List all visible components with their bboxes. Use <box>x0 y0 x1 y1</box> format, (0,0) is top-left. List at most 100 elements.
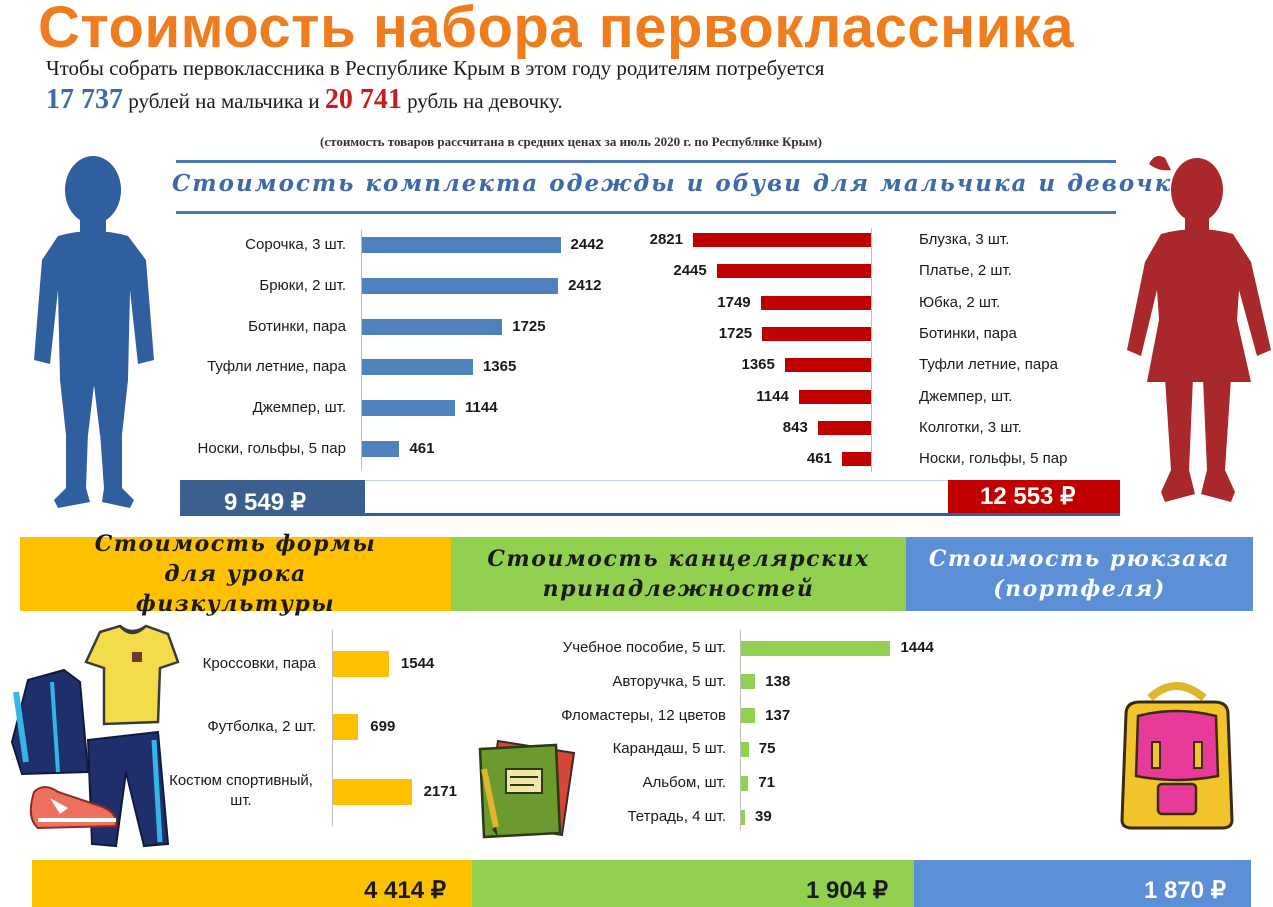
backpack-band: Стоимость рюкзака (портфеля) <box>906 537 1253 611</box>
boy-value-label: 1725 <box>512 317 546 335</box>
boy-value-label: 1365 <box>482 358 517 376</box>
girl-value-label: 843 <box>782 418 808 436</box>
boy-category-label: Сорочка, 3 шт. <box>245 236 346 253</box>
sport-clothes-icon <box>10 624 180 848</box>
notebook-icon <box>478 739 576 839</box>
boy-value-label: 2412 <box>568 276 602 294</box>
girl-bar <box>841 452 871 467</box>
pe-band: Стоимость формы для урока физкультуры <box>20 531 451 617</box>
girl-total-value: 20 741 <box>324 84 402 115</box>
stationery-bar <box>741 708 756 724</box>
intro-end: рубль на девочку. <box>401 89 563 113</box>
intro-totals: 17 737 рублей на мальчика и 20 741 рубль… <box>46 84 563 116</box>
girl-category-label: Юбка, 2 шт. <box>919 293 1001 311</box>
girl-value-label: 1365 <box>741 356 775 374</box>
girl-bar <box>784 358 871 373</box>
stationery-band: Стоимость канцелярских принадлежностей <box>451 537 906 611</box>
boy-bar <box>362 237 561 253</box>
girl-category-label: Джемпер, шт. <box>919 387 1013 405</box>
girl-category-label: Ботинки, пара <box>919 324 1017 342</box>
stationery-category-label: Фломастеры, 12 цветов <box>561 706 726 724</box>
girl-value-label: 1749 <box>717 293 751 311</box>
girl-category-label: Туфли летние, пара <box>919 356 1058 374</box>
stationery-value-label: 39 <box>755 808 772 825</box>
pe-category-label: Футболка, 2 шт. <box>207 718 316 735</box>
stationery-value-label: 137 <box>765 706 791 724</box>
stationery-bar <box>741 640 891 656</box>
stationery-bar <box>741 809 746 825</box>
pe-value-label: 1544 <box>400 655 435 672</box>
girl-chart-axis <box>871 228 872 472</box>
backpack-band-title: Стоимость рюкзака (портфеля) <box>928 546 1231 602</box>
stationery-value-label: 71 <box>758 774 776 792</box>
pe-band-title: Стоимость формы для урока физкультуры <box>94 531 377 617</box>
girl-clothes-total: 12 553 ₽ <box>980 483 1076 510</box>
girl-total-box <box>948 480 1120 516</box>
boy-category-label: Джемпер, шт. <box>252 399 346 417</box>
girl-category-label: Платье, 2 шт. <box>919 262 1012 280</box>
stationery-value-label: 75 <box>758 740 776 758</box>
stationery-band-title: Стоимость канцелярских принадлежностей <box>487 546 870 602</box>
boy-bar <box>362 277 559 294</box>
divider-bottom <box>176 211 1116 214</box>
pe-chart-axis <box>332 630 333 826</box>
girl-value-label: 1725 <box>718 324 753 342</box>
girl-bar <box>798 389 871 404</box>
girl-value-label: 2445 <box>673 262 707 280</box>
stationery-total: 1 904 ₽ <box>806 877 888 904</box>
clothes-section-title: Стоимость комплекта одежды и обуви для м… <box>172 170 1191 197</box>
pe-value-label: 699 <box>370 718 396 735</box>
stationery-category-label: Альбом, шт. <box>642 774 726 792</box>
stationery-bar <box>741 741 749 757</box>
girl-bar <box>716 264 871 279</box>
boy-category-label: Носки, гольфы, 5 пар <box>197 440 346 457</box>
pe-total-box <box>32 860 472 907</box>
girl-value-label: 461 <box>806 450 832 468</box>
stationery-category-label: Карандаш, 5 шт. <box>612 740 726 758</box>
backpack-total-box <box>914 860 1251 907</box>
pe-value-label: 2171 <box>423 783 457 800</box>
pe-total: 4 414 ₽ <box>364 877 446 904</box>
boy-bar <box>362 318 503 335</box>
boy-silhouette-icon <box>34 156 154 508</box>
backpack-icon <box>1120 682 1234 830</box>
boy-category-label: Туфли летние, пара <box>207 358 346 376</box>
price-note: (стоимость товаров рассчитана в средних … <box>320 134 822 149</box>
stationery-value-label: 138 <box>765 672 791 690</box>
boy-chart-axis <box>361 230 362 470</box>
girl-value-label: 2821 <box>649 231 683 248</box>
stationery-chart-axis <box>740 630 741 830</box>
divider-top <box>176 160 1116 163</box>
stationery-total-box <box>472 860 914 907</box>
intro-text: Чтобы собрать первоклассника в Республик… <box>46 56 825 80</box>
girl-silhouette-icon <box>1127 156 1271 502</box>
stationery-category-label: Авторучка, 5 шт. <box>612 672 726 690</box>
pe-bar <box>333 714 359 740</box>
boy-total-box <box>180 480 365 516</box>
boy-value-label: 1144 <box>465 399 498 417</box>
stationery-bar <box>741 775 749 791</box>
intro-mid: рублей на мальчика и <box>123 89 325 113</box>
girl-bar <box>817 420 871 435</box>
boy-total-value: 17 737 <box>46 84 123 115</box>
boy-bar <box>362 400 455 417</box>
stationery-category-label: Тетрадь, 4 шт. <box>627 808 726 825</box>
girl-bar <box>762 326 871 341</box>
girl-bar <box>692 233 871 247</box>
girl-value-label: 1144 <box>756 387 789 405</box>
girl-category-label: Блузка, 3 шт. <box>919 231 1010 248</box>
boy-value-label: 2442 <box>570 236 604 253</box>
boy-bar <box>362 359 473 376</box>
stationery-category-label: Учебное пособие, 5 шт. <box>562 639 726 656</box>
page-title: Стоимость набора первоклассника <box>38 0 1075 60</box>
backpack-total: 1 870 ₽ <box>1144 877 1226 904</box>
stationery-bar <box>741 674 756 690</box>
girl-bar <box>760 295 871 310</box>
girl-category-label: Носки, гольфы, 5 пар <box>919 450 1068 468</box>
boy-clothes-total: 9 549 ₽ <box>224 489 306 516</box>
pe-category-label: Кроссовки, пара <box>202 655 316 672</box>
boy-category-label: Ботинки, пара <box>248 317 346 335</box>
boy-bar <box>362 441 400 457</box>
boy-category-label: Брюки, 2 шт. <box>259 276 346 294</box>
stationery-value-label: 1444 <box>900 639 934 656</box>
